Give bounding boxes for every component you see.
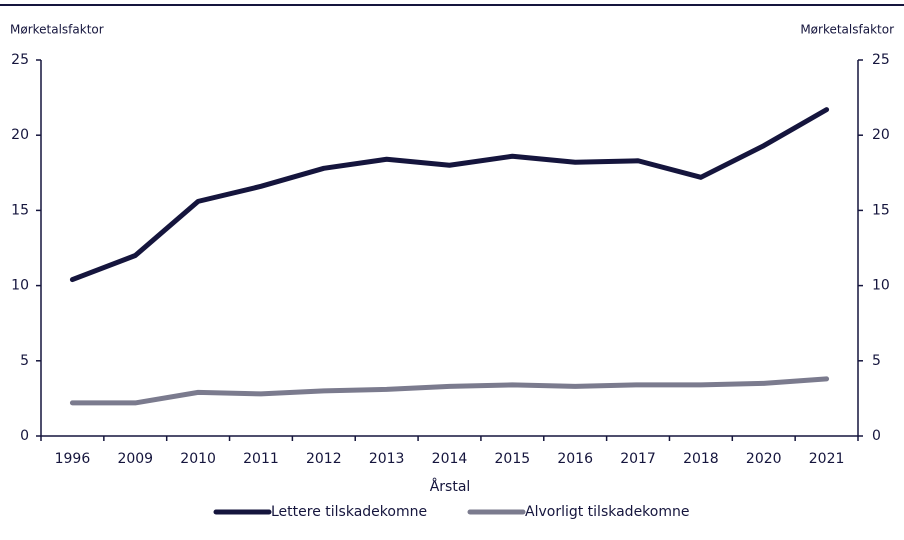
y-axis-label: Mørketalsfaktor bbox=[10, 23, 104, 37]
x-tick-label: 2021 bbox=[809, 451, 845, 467]
x-tick-label: 2020 bbox=[746, 451, 782, 467]
y2-tick-label: 15 bbox=[872, 202, 890, 218]
x-tick-label: 2009 bbox=[117, 451, 153, 467]
series-line bbox=[69, 376, 830, 406]
x-tick-label: 2015 bbox=[495, 451, 531, 467]
x-tick-label: 2018 bbox=[683, 451, 719, 467]
series-line bbox=[69, 107, 830, 283]
x-tick-label: 2011 bbox=[243, 451, 279, 467]
x-tick-label: 2017 bbox=[620, 451, 656, 467]
x-tick-label: 2013 bbox=[369, 451, 405, 467]
y2-tick-label: 5 bbox=[872, 353, 881, 369]
y2-tick-label: 20 bbox=[872, 127, 890, 143]
y2-tick-label: 25 bbox=[872, 52, 890, 68]
x-tick-label: 2016 bbox=[557, 451, 593, 467]
y-tick-label: 5 bbox=[20, 353, 29, 369]
legend-label: Lettere tilskadekomne bbox=[271, 504, 427, 520]
y2-tick-label: 10 bbox=[872, 278, 890, 294]
y-tick-label: 25 bbox=[11, 52, 29, 68]
y-tick-label: 20 bbox=[11, 127, 29, 143]
x-tick-label: 2014 bbox=[432, 451, 468, 467]
x-tick-label: 1996 bbox=[55, 451, 91, 467]
x-tick-label: 2010 bbox=[180, 451, 216, 467]
y-tick-label: 15 bbox=[11, 202, 29, 218]
legend-label: Alvorligt tilskadekomne bbox=[525, 504, 689, 520]
y2-axis-label: Mørketalsfaktor bbox=[800, 23, 894, 37]
y2-tick-label: 0 bbox=[872, 428, 881, 444]
x-tick-label: 2012 bbox=[306, 451, 342, 467]
y-tick-label: 0 bbox=[20, 428, 29, 444]
y-tick-label: 10 bbox=[11, 278, 29, 294]
x-axis-label: Årstal bbox=[430, 478, 471, 495]
